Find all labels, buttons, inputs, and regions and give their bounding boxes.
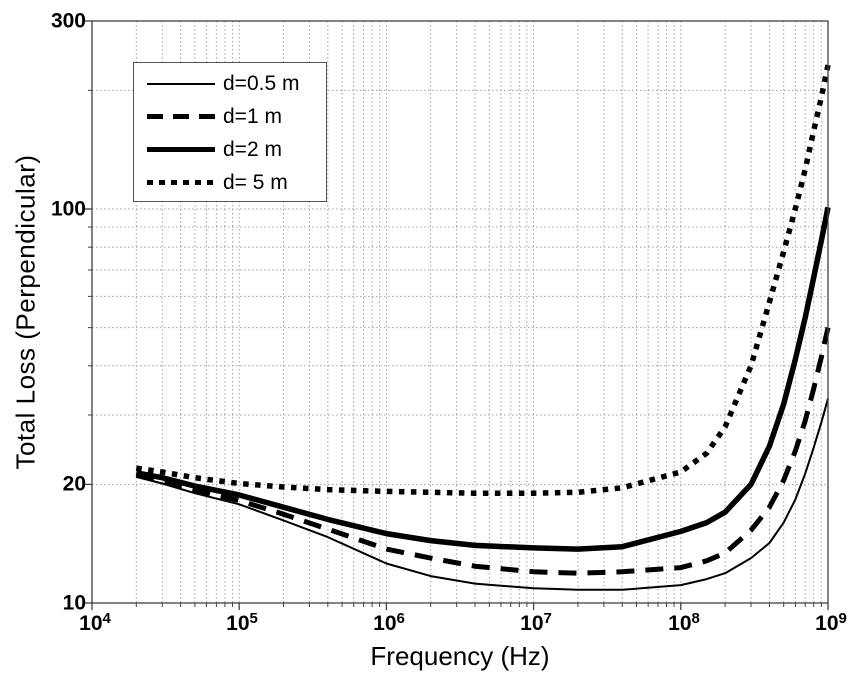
legend-item-d5: d= 5 m [147,166,326,199]
y-tick-label-100: 100 [50,197,86,221]
legend-label: d=2 m [223,137,282,161]
x-tick-base: 10 [79,612,103,635]
x-tick-label-1e9: 109 [815,611,847,634]
x-tick-exp: 8 [691,610,700,627]
x-tick-label-1e8: 108 [668,611,700,634]
y-tick-label-300: 300 [50,9,86,33]
legend-label: d= 5 m [223,170,288,194]
x-tick-base: 10 [815,612,839,635]
x-tick-label-1e4: 104 [79,611,111,634]
x-tick-exp: 7 [543,610,552,627]
legend-line-sample-solid-thick [147,147,215,152]
legend: d=0.5 m d=1 m d=2 m d= 5 m [133,62,327,202]
series-curve-d-5-m [135,64,831,496]
y-tick-label-10: 10 [62,591,86,615]
x-tick-label-1e5: 105 [226,611,258,634]
legend-label: d=0.5 m [223,71,300,95]
x-axis-label: Frequency (Hz) [370,641,550,671]
series-curve-d-0-5-m [136,398,829,591]
x-tick-base: 10 [373,612,397,635]
legend-line-sample-dashed-thick [147,114,215,119]
x-tick-exp: 9 [838,610,847,627]
series-curve-d-1-m [135,327,831,576]
legend-item-d05: d=0.5 m [147,67,326,100]
x-tick-label-1e6: 106 [373,611,405,634]
legend-label: d=1 m [223,104,282,128]
x-tick-exp: 6 [396,610,405,627]
x-tick-base: 10 [226,612,250,635]
x-tick-base: 10 [520,612,544,635]
legend-item-d2: d=2 m [147,133,326,166]
legend-line-sample-dotted-thick [147,180,215,185]
legend-item-d1: d=1 m [147,100,326,133]
x-tick-exp: 4 [102,610,111,627]
x-tick-base: 10 [668,612,692,635]
legend-line-sample-solid-thin [147,82,215,85]
series-curve-d-2-m [135,206,831,552]
y-tick-label-20: 20 [62,472,86,496]
x-tick-label-1e7: 107 [520,611,552,634]
x-tick-exp: 5 [249,610,258,627]
